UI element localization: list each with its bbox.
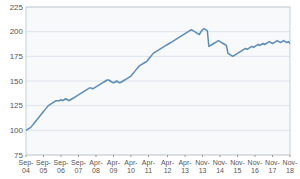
y-tick-label: 125: [10, 101, 24, 110]
x-tick: [113, 155, 114, 157]
x-tick-label: Nov-17: [265, 159, 280, 174]
chart-container: 75100125150175200225Sep-04Sep-05Sep-06Se…: [0, 0, 300, 179]
x-tick-label: Apr-12: [161, 159, 175, 174]
x-tick-label: Sep-06: [54, 159, 69, 174]
x-tick-label: Apr-10: [124, 159, 138, 174]
x-tick-label: Nov-14: [213, 159, 228, 174]
grid-line: [26, 130, 290, 131]
x-tick-label: Sep-04: [19, 159, 34, 174]
x-tick-label: Sep-07: [71, 159, 86, 174]
y-tick-label: 200: [10, 27, 24, 36]
x-tick-label: Apr-09: [107, 159, 121, 174]
x-tick-labels: Sep-04Sep-05Sep-06Sep-07Apr-08Apr-09Apr-…: [19, 155, 298, 174]
x-tick-label: Nov-18: [283, 159, 298, 174]
x-tick: [95, 155, 96, 157]
x-tick: [237, 155, 238, 157]
x-tick-label: Nov-13: [195, 159, 210, 174]
plot-frame: [26, 7, 290, 155]
y-grid: [26, 7, 290, 155]
x-tick: [60, 155, 61, 157]
x-tick-label: Apr-13: [178, 159, 192, 174]
data-line: [26, 29, 290, 131]
x-tick-label: Nov-16: [248, 159, 263, 174]
x-tick-label: Apr-08: [89, 159, 103, 174]
grid-line: [26, 31, 290, 32]
grid-line: [26, 105, 290, 106]
y-tick-label: 150: [10, 77, 24, 86]
grid-line: [26, 56, 290, 57]
x-tick: [255, 155, 256, 157]
x-tick: [272, 155, 273, 157]
plot-area: [26, 29, 290, 131]
y-tick-label: 225: [10, 3, 24, 12]
x-tick: [185, 155, 186, 157]
x-tick: [78, 155, 79, 157]
grid-line: [26, 81, 290, 82]
y-tick-label: 175: [10, 52, 24, 61]
x-tick: [202, 155, 203, 157]
y-tick-label: 100: [10, 126, 24, 135]
x-tick: [220, 155, 221, 157]
y-tick-labels: 75100125150175200225: [10, 3, 24, 160]
x-tick: [167, 155, 168, 157]
x-tick: [43, 155, 44, 157]
x-tick: [26, 155, 27, 157]
x-tick-label: Apr-11: [142, 159, 156, 174]
x-tick: [290, 155, 291, 157]
x-tick: [148, 155, 149, 157]
chart: 75100125150175200225Sep-04Sep-05Sep-06Se…: [0, 0, 300, 179]
x-tick-label: Sep-05: [36, 159, 51, 174]
x-tick: [130, 155, 131, 157]
x-tick-label: Nov-15: [230, 159, 245, 174]
plot-background: [26, 7, 290, 155]
